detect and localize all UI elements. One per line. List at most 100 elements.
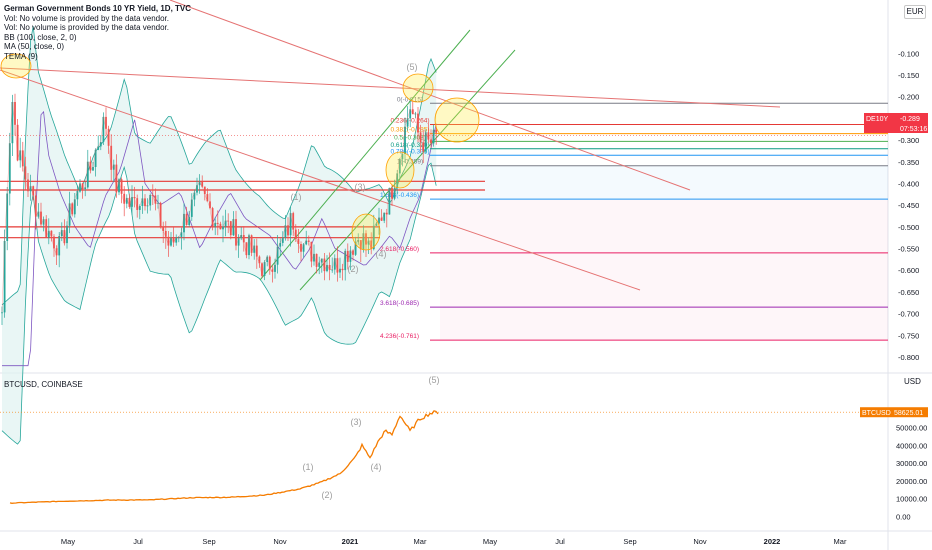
candle-body-142 — [370, 240, 373, 250]
candle-body-13 — [34, 195, 37, 217]
main-y-tick-4: -0.300 — [898, 136, 919, 145]
fib-label-5: 0.786(-0.335) — [390, 148, 429, 155]
candle-body-80 — [209, 201, 211, 209]
candle-body-57 — [149, 195, 152, 206]
candle-body-118 — [307, 240, 310, 242]
candle-body-113 — [294, 229, 297, 240]
x-tick-9: Nov — [693, 537, 707, 546]
main-wave-label-4: (5) — [407, 62, 418, 72]
x-tick-11: Mar — [834, 537, 847, 546]
candle-body-63 — [164, 231, 167, 237]
fib-label-3: 0.5(-0.303) — [394, 134, 426, 141]
main-wave-label-3: (4) — [376, 249, 387, 259]
x-tick-4: 2021 — [342, 537, 359, 546]
candle-body-4 — [11, 102, 14, 144]
candle-body-149 — [388, 187, 391, 215]
candle-body-157 — [409, 109, 412, 119]
candle-body-93 — [242, 235, 245, 243]
candle-body-3 — [8, 143, 11, 194]
candle-body-54 — [141, 198, 144, 206]
candle-body-68 — [177, 236, 180, 238]
candle-body-143 — [372, 225, 375, 250]
candle-body-90 — [235, 219, 237, 246]
main-y-tick-2: -0.200 — [898, 93, 919, 102]
highlight-ellipse-4 — [351, 213, 381, 251]
x-tick-2: Sep — [202, 537, 215, 546]
candle-body-86 — [224, 220, 227, 227]
bb-indicator-label[interactable]: BB (100, close, 2, 0) — [4, 32, 77, 42]
x-tick-5: Mar — [414, 537, 427, 546]
candle-body-45 — [118, 179, 120, 193]
candle-body-71 — [185, 213, 188, 225]
candle-body-50 — [131, 197, 133, 207]
candle-body-138 — [359, 240, 362, 250]
candle-body-136 — [354, 241, 357, 255]
candle-body-73 — [190, 199, 193, 217]
btc-y-tick-1: 50000.00 — [896, 424, 927, 433]
candle-body-83 — [216, 222, 219, 224]
candle-body-117 — [305, 240, 308, 245]
candle-body-139 — [362, 233, 365, 250]
candle-body-33 — [86, 161, 89, 188]
candle-body-48 — [125, 197, 128, 204]
candle-body-95 — [248, 235, 250, 256]
price-badge-symbol: DE10Y — [866, 116, 889, 123]
candle-body-51 — [133, 197, 136, 199]
candle-body-110 — [287, 225, 289, 236]
candle-body-7 — [19, 150, 22, 161]
candle-body-82 — [214, 222, 217, 227]
x-tick-8: Sep — [623, 537, 636, 546]
candle-body-165 — [430, 139, 432, 144]
candle-body-160 — [417, 113, 419, 133]
candle-body-30 — [79, 183, 81, 192]
candle-body-115 — [300, 244, 302, 252]
fib-label-2: 0.382(-0.285) — [390, 127, 429, 134]
btc-y-tick-5: 10000.00 — [896, 495, 927, 504]
candle-body-59 — [154, 195, 157, 204]
candle-body-64 — [167, 236, 170, 246]
candle-body-161 — [419, 132, 422, 143]
moving-average-line — [2, 110, 437, 367]
candle-body-11 — [29, 186, 32, 192]
candle-body-41 — [107, 128, 110, 146]
main-y-tick-6: -0.400 — [898, 179, 919, 188]
candle-body-120 — [313, 253, 315, 262]
currency-selector[interactable]: EUR — [904, 5, 926, 19]
main-y-tick-0: -0.100 — [898, 49, 919, 58]
candle-body-84 — [219, 223, 222, 230]
x-tick-10: 2022 — [764, 537, 781, 546]
candle-body-47 — [123, 193, 126, 204]
tema-indicator-label[interactable]: TEMA (9) — [4, 51, 38, 61]
candle-body-123 — [320, 258, 323, 263]
candle-body-112 — [292, 213, 295, 230]
candle-body-42 — [110, 145, 113, 170]
highlight-ellipse-1 — [402, 73, 434, 103]
candle-body-40 — [105, 116, 107, 129]
candle-body-26 — [68, 203, 71, 226]
candle-body-20 — [53, 236, 55, 249]
candle-body-134 — [349, 250, 352, 262]
btc-badge-symbol: BTCUSD — [862, 410, 891, 417]
tema-line — [1, 101, 437, 313]
candle-body-12 — [32, 186, 35, 196]
main-legend: German Government Bonds 10 YR Yield, 1D,… — [4, 4, 191, 62]
candle-body-107 — [279, 242, 282, 247]
candle-body-101 — [263, 262, 266, 276]
main-legend-title: German Government Bonds 10 YR Yield, 1D,… — [4, 4, 192, 13]
candle-body-6 — [16, 124, 19, 161]
candle-body-2 — [6, 193, 9, 241]
candle-body-100 — [261, 263, 263, 276]
btc-wave-label-0: (1) — [303, 462, 314, 472]
candle-body-132 — [344, 250, 347, 271]
candle-body-152 — [396, 173, 399, 188]
candle-body-8 — [21, 150, 24, 167]
candle-body-163 — [424, 132, 427, 152]
ma-indicator-label[interactable]: MA (50, close, 0) — [4, 42, 65, 52]
candle-body-88 — [229, 221, 232, 236]
candle-body-75 — [196, 185, 198, 193]
candle-body-74 — [193, 192, 196, 200]
candle-body-151 — [393, 187, 396, 199]
candle-body-121 — [315, 253, 318, 267]
candle-body-1 — [3, 241, 6, 313]
